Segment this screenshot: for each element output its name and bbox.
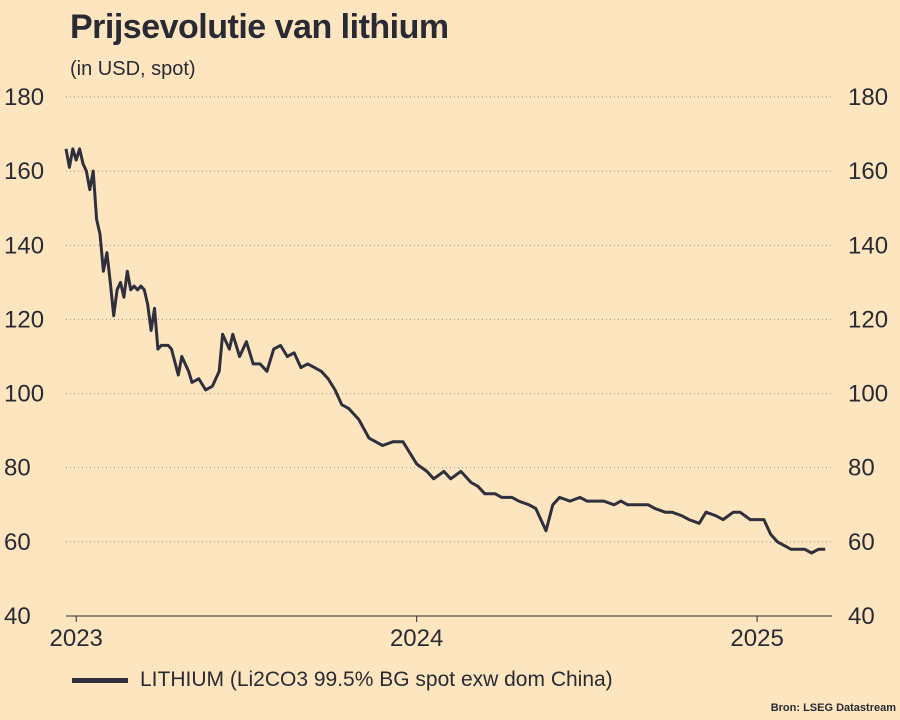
y-tick-label-left: 60	[4, 529, 31, 556]
x-tick-label: 2024	[390, 625, 443, 652]
y-tick-label-left: 80	[4, 455, 31, 482]
y-tick-label-right: 100	[848, 381, 888, 408]
x-axis: 2023 2024 2025	[50, 616, 784, 652]
y-tick-label-left: 100	[4, 381, 44, 408]
chart-subtitle: (in USD, spot)	[70, 58, 196, 80]
x-tick-label: 2025	[730, 625, 783, 652]
series-line-lithium	[64, 147, 826, 555]
y-tick-label-left: 160	[4, 158, 44, 185]
y-tick-label-right: 40	[848, 603, 875, 630]
y-axis-left: 180 160 140 120 100 80 60 40	[4, 84, 44, 630]
y-tick-label-right: 160	[848, 158, 888, 185]
source-note: Bron: LSEG Datastream	[770, 702, 896, 714]
chart-title: Prijsevolutie van lithium	[70, 8, 449, 46]
y-tick-label-right: 60	[848, 529, 875, 556]
y-tick-label-right: 140	[848, 232, 888, 259]
legend-swatch-lithium	[72, 677, 128, 683]
series-group	[64, 147, 826, 555]
y-tick-label-right: 180	[848, 84, 888, 111]
y-tick-label-left: 180	[4, 84, 44, 111]
x-tick-label: 2023	[50, 625, 103, 652]
legend: LITHIUM (Li2CO3 99.5% BG spot exw dom Ch…	[72, 668, 613, 692]
y-tick-label-right: 80	[848, 455, 875, 482]
y-axis-right: 180 160 140 120 100 80 60 40	[848, 84, 888, 630]
legend-label-lithium: LITHIUM (Li2CO3 99.5% BG spot exw dom Ch…	[140, 668, 613, 691]
y-tick-label-left: 120	[4, 306, 44, 333]
y-tick-label-left: 40	[4, 603, 31, 630]
gridlines	[66, 96, 832, 617]
y-tick-label-left: 140	[4, 232, 44, 259]
y-tick-label-right: 120	[848, 306, 888, 333]
